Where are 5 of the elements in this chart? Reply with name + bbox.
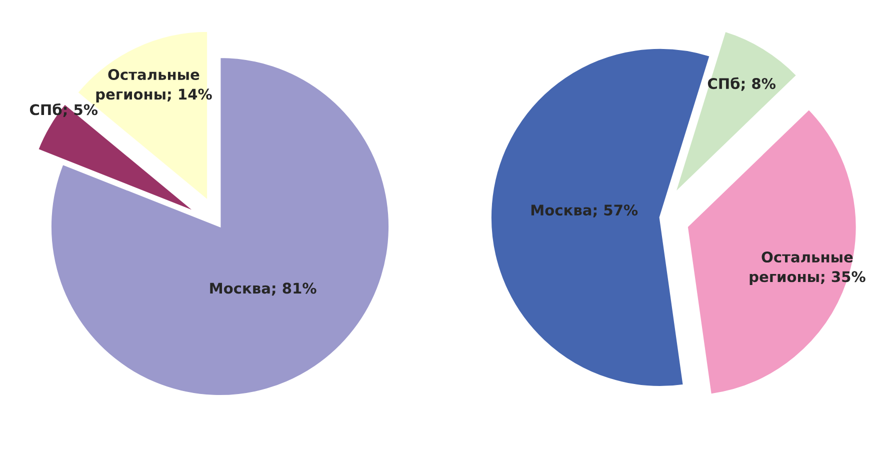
slice-label: Остальные регионы; 35%: [750, 252, 866, 286]
slice-label: Москва; 81%: [210, 282, 316, 296]
slice-label: СПб; 8%: [708, 77, 776, 91]
slice-label: Остальные регионы; 14%: [96, 69, 212, 103]
slice-label: Москва; 57%: [531, 204, 638, 218]
